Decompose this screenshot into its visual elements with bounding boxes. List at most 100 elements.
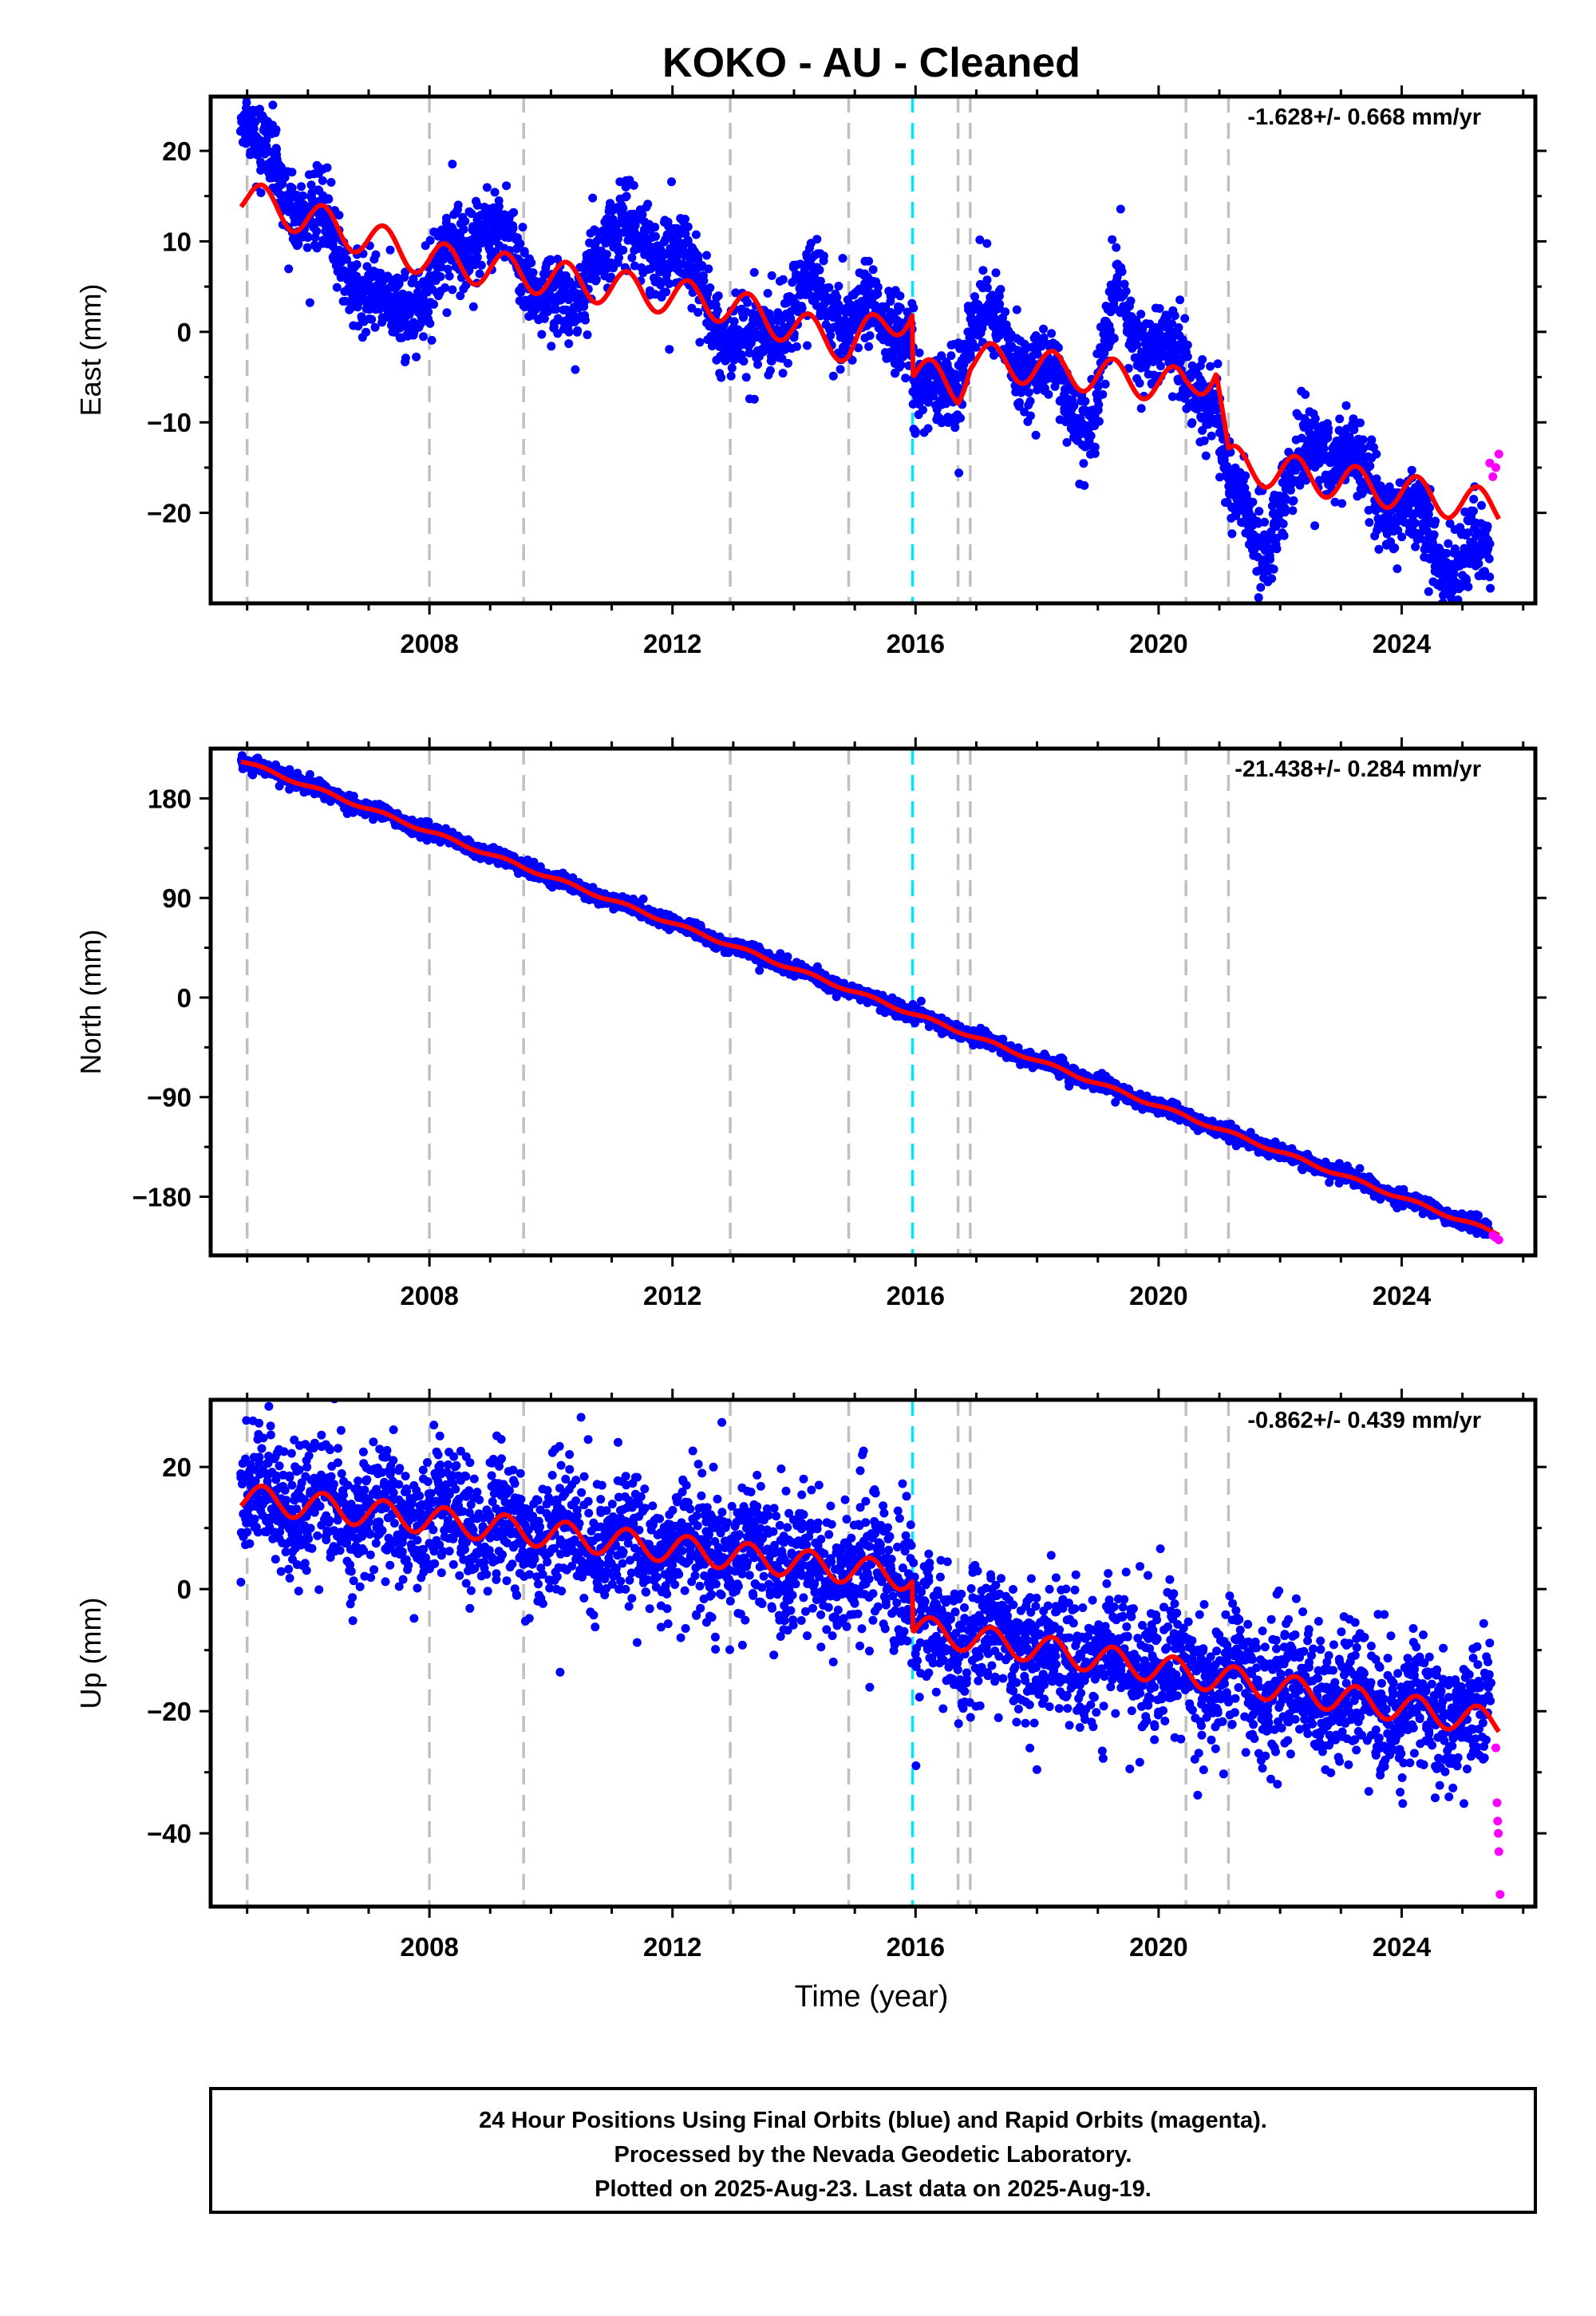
final-point xyxy=(665,345,674,354)
final-point xyxy=(427,335,437,345)
final-point xyxy=(401,267,410,277)
final-point xyxy=(1001,307,1010,317)
final-point xyxy=(361,327,371,337)
final-point xyxy=(1288,506,1298,516)
final-point xyxy=(1167,319,1177,328)
final-point xyxy=(637,263,646,272)
final-point xyxy=(1020,407,1029,417)
final-point xyxy=(950,423,960,433)
final-point xyxy=(1112,277,1121,287)
final-point xyxy=(305,298,314,307)
final-point xyxy=(377,318,387,327)
final-point xyxy=(1264,628,1273,637)
final-point xyxy=(1041,374,1051,384)
final-point xyxy=(1044,389,1053,399)
final-point xyxy=(1156,362,1165,371)
final-point xyxy=(303,233,313,243)
final-point xyxy=(1356,418,1365,428)
final-point xyxy=(729,317,739,326)
final-point xyxy=(667,177,676,187)
final-point xyxy=(436,272,445,282)
final-point xyxy=(713,306,722,315)
final-point xyxy=(702,251,711,260)
final-point xyxy=(394,279,404,289)
final-point xyxy=(662,271,671,280)
final-point xyxy=(1198,378,1207,388)
final-point xyxy=(1116,263,1126,272)
final-point xyxy=(683,235,693,245)
final-point xyxy=(1484,554,1494,563)
x-tick-label: 2020 xyxy=(1129,629,1187,658)
final-point xyxy=(911,427,920,437)
final-point xyxy=(835,301,843,310)
final-point xyxy=(731,288,741,298)
final-point xyxy=(518,223,527,232)
final-point xyxy=(1397,532,1407,542)
final-point xyxy=(1187,419,1196,429)
final-point xyxy=(1175,295,1185,305)
final-point xyxy=(1323,427,1333,437)
final-point xyxy=(1024,401,1033,410)
final-point xyxy=(540,270,550,279)
final-point xyxy=(1310,521,1320,531)
final-point xyxy=(1090,449,1100,458)
y-tick-label: 0 xyxy=(177,318,192,347)
final-point xyxy=(539,314,549,323)
final-point xyxy=(975,235,985,244)
final-point xyxy=(1109,334,1119,343)
final-point xyxy=(1015,397,1024,407)
final-point xyxy=(651,231,660,241)
final-point xyxy=(284,264,294,274)
final-point xyxy=(1272,544,1282,554)
final-point xyxy=(1267,501,1277,511)
y-tick-label: −10 xyxy=(147,408,192,437)
final-point xyxy=(1013,346,1022,355)
y-tick-label: 10 xyxy=(162,227,192,256)
final-point xyxy=(460,216,470,226)
final-point xyxy=(1207,431,1216,441)
final-point xyxy=(1121,287,1131,296)
final-point xyxy=(777,354,787,363)
final-point xyxy=(824,283,834,292)
x-tick-label: 2016 xyxy=(887,629,945,658)
final-point xyxy=(995,299,1005,309)
final-point xyxy=(693,307,703,317)
final-point xyxy=(467,209,476,219)
final-point xyxy=(268,101,278,110)
final-point xyxy=(1464,582,1473,591)
final-point xyxy=(698,277,708,287)
final-point xyxy=(1180,314,1190,323)
final-point xyxy=(306,180,316,190)
final-point xyxy=(1451,544,1460,554)
final-point xyxy=(915,348,924,358)
final-point xyxy=(327,223,337,231)
final-point xyxy=(1031,430,1041,440)
final-point xyxy=(803,341,812,350)
y-axis-label: East (mm) xyxy=(74,284,107,417)
final-point xyxy=(1215,472,1224,482)
final-point xyxy=(583,330,592,339)
final-point xyxy=(978,323,987,333)
final-point xyxy=(816,276,825,286)
final-point xyxy=(638,894,648,903)
final-point xyxy=(923,424,933,433)
final-point xyxy=(527,258,536,267)
final-point xyxy=(1444,609,1452,618)
final-point xyxy=(792,342,801,351)
final-point xyxy=(1108,235,1117,244)
final-point xyxy=(342,255,351,264)
final-point xyxy=(407,279,417,288)
final-point xyxy=(659,237,669,247)
final-point xyxy=(401,354,410,363)
final-point xyxy=(937,351,946,361)
final-point xyxy=(638,210,647,219)
final-point xyxy=(778,275,788,284)
final-point xyxy=(1289,496,1298,505)
final-point xyxy=(1284,448,1294,456)
final-point xyxy=(727,363,737,373)
final-point xyxy=(516,239,525,248)
final-point xyxy=(423,306,433,316)
rate-label: -1.628+/- 0.668 mm/yr xyxy=(1247,105,1481,130)
